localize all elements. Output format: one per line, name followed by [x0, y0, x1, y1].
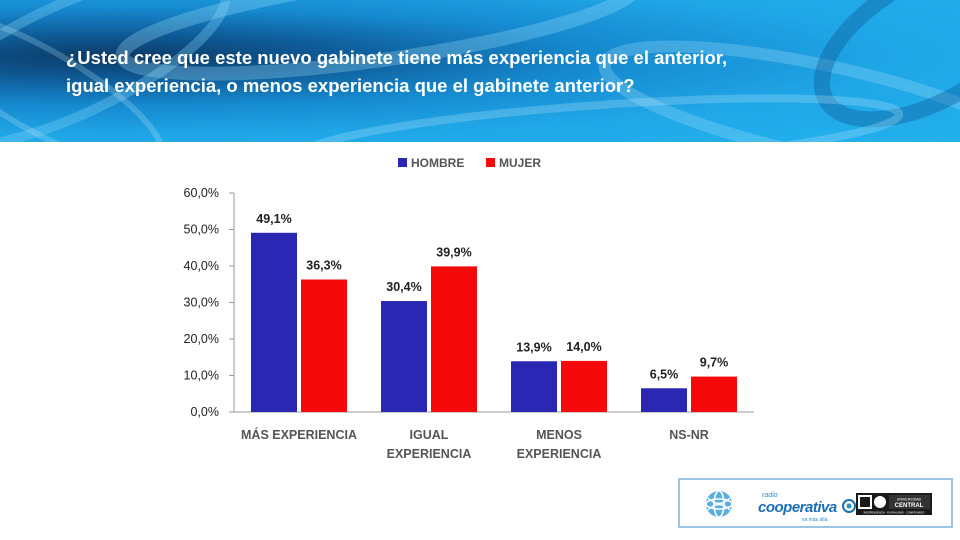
data-label: 49,1% [256, 212, 291, 226]
data-label: 30,4% [386, 280, 421, 294]
cooperativa-radio-text: radio [762, 492, 778, 499]
title-line-1: ¿Usted cree que este nuevo gabinete tien… [66, 47, 728, 68]
header-banner: ¿Usted cree que este nuevo gabinete tien… [0, 0, 960, 142]
x-category-label: EXPERIENCIA [517, 447, 602, 461]
legend-swatch-1 [486, 158, 495, 167]
data-label: 39,9% [436, 245, 471, 259]
y-tick-label: 30,0% [184, 296, 219, 310]
sponsor-logos: radio cooperativa va más allá UNIVERSIDA… [678, 478, 953, 528]
bar-chart: HOMBRE MUJER 0,0% 10,0% 20,0% 30,0% 40,0% 50,0%… [184, 156, 754, 461]
ucen-name-line-2: CENTRAL [895, 503, 924, 509]
ucen-tagline: INDEPENDENCIA · PLURALISMO · COMPROMISO [864, 511, 925, 515]
y-tick-label: 10,0% [184, 369, 219, 383]
chart-title: ¿Usted cree que este nuevo gabinete tien… [66, 44, 926, 100]
legend-swatch-0 [398, 158, 407, 167]
y-tick-label: 50,0% [184, 223, 219, 237]
data-label: 6,5% [650, 367, 679, 381]
cooperativa-name-text: cooperativa [758, 499, 837, 516]
universidad-central-logo: UNIVERSIDAD CENTRAL INDEPENDENCIA · PLUR… [856, 493, 932, 515]
x-category-label: MÁS EXPERIENCIA [241, 427, 357, 442]
x-category-label: MENOS [536, 428, 582, 442]
data-label: 36,3% [306, 259, 341, 273]
cooperativa-logo: radio cooperativa va más allá [758, 492, 856, 523]
bar-mujer-0 [301, 279, 347, 412]
bar-hombre-3 [641, 388, 687, 412]
x-category-label: NS-NR [669, 428, 709, 442]
globe-icon [705, 490, 733, 518]
bar-hombre-2 [511, 361, 557, 412]
cooperativa-tagline: va más allá [802, 517, 828, 523]
legend-label-1: MUJER [499, 156, 541, 170]
cooperativa-swirl-icon [842, 499, 856, 513]
bar-mujer-1 [431, 266, 477, 412]
x-category-label: IGUAL [410, 428, 449, 442]
bar-hombre-1 [381, 301, 427, 412]
bar-hombre-0 [251, 232, 297, 412]
title-line-2: igual experiencia, o menos experiencia q… [66, 75, 635, 96]
bar-mujer-3 [691, 376, 737, 412]
swirl-background-graphic [0, 0, 960, 142]
legend-label-0: HOMBRE [411, 156, 464, 170]
data-label: 9,7% [700, 356, 729, 370]
data-label: 14,0% [566, 340, 601, 354]
y-tick-label: 20,0% [184, 332, 219, 346]
y-tick-label: 0,0% [191, 405, 220, 419]
data-label: 13,9% [516, 340, 551, 354]
y-tick-label: 60,0% [184, 186, 219, 200]
bar-mujer-2 [561, 360, 607, 412]
ucen-name-line-1: UNIVERSIDAD [897, 498, 922, 502]
y-tick-label: 40,0% [184, 259, 219, 273]
x-category-label: EXPERIENCIA [387, 447, 472, 461]
